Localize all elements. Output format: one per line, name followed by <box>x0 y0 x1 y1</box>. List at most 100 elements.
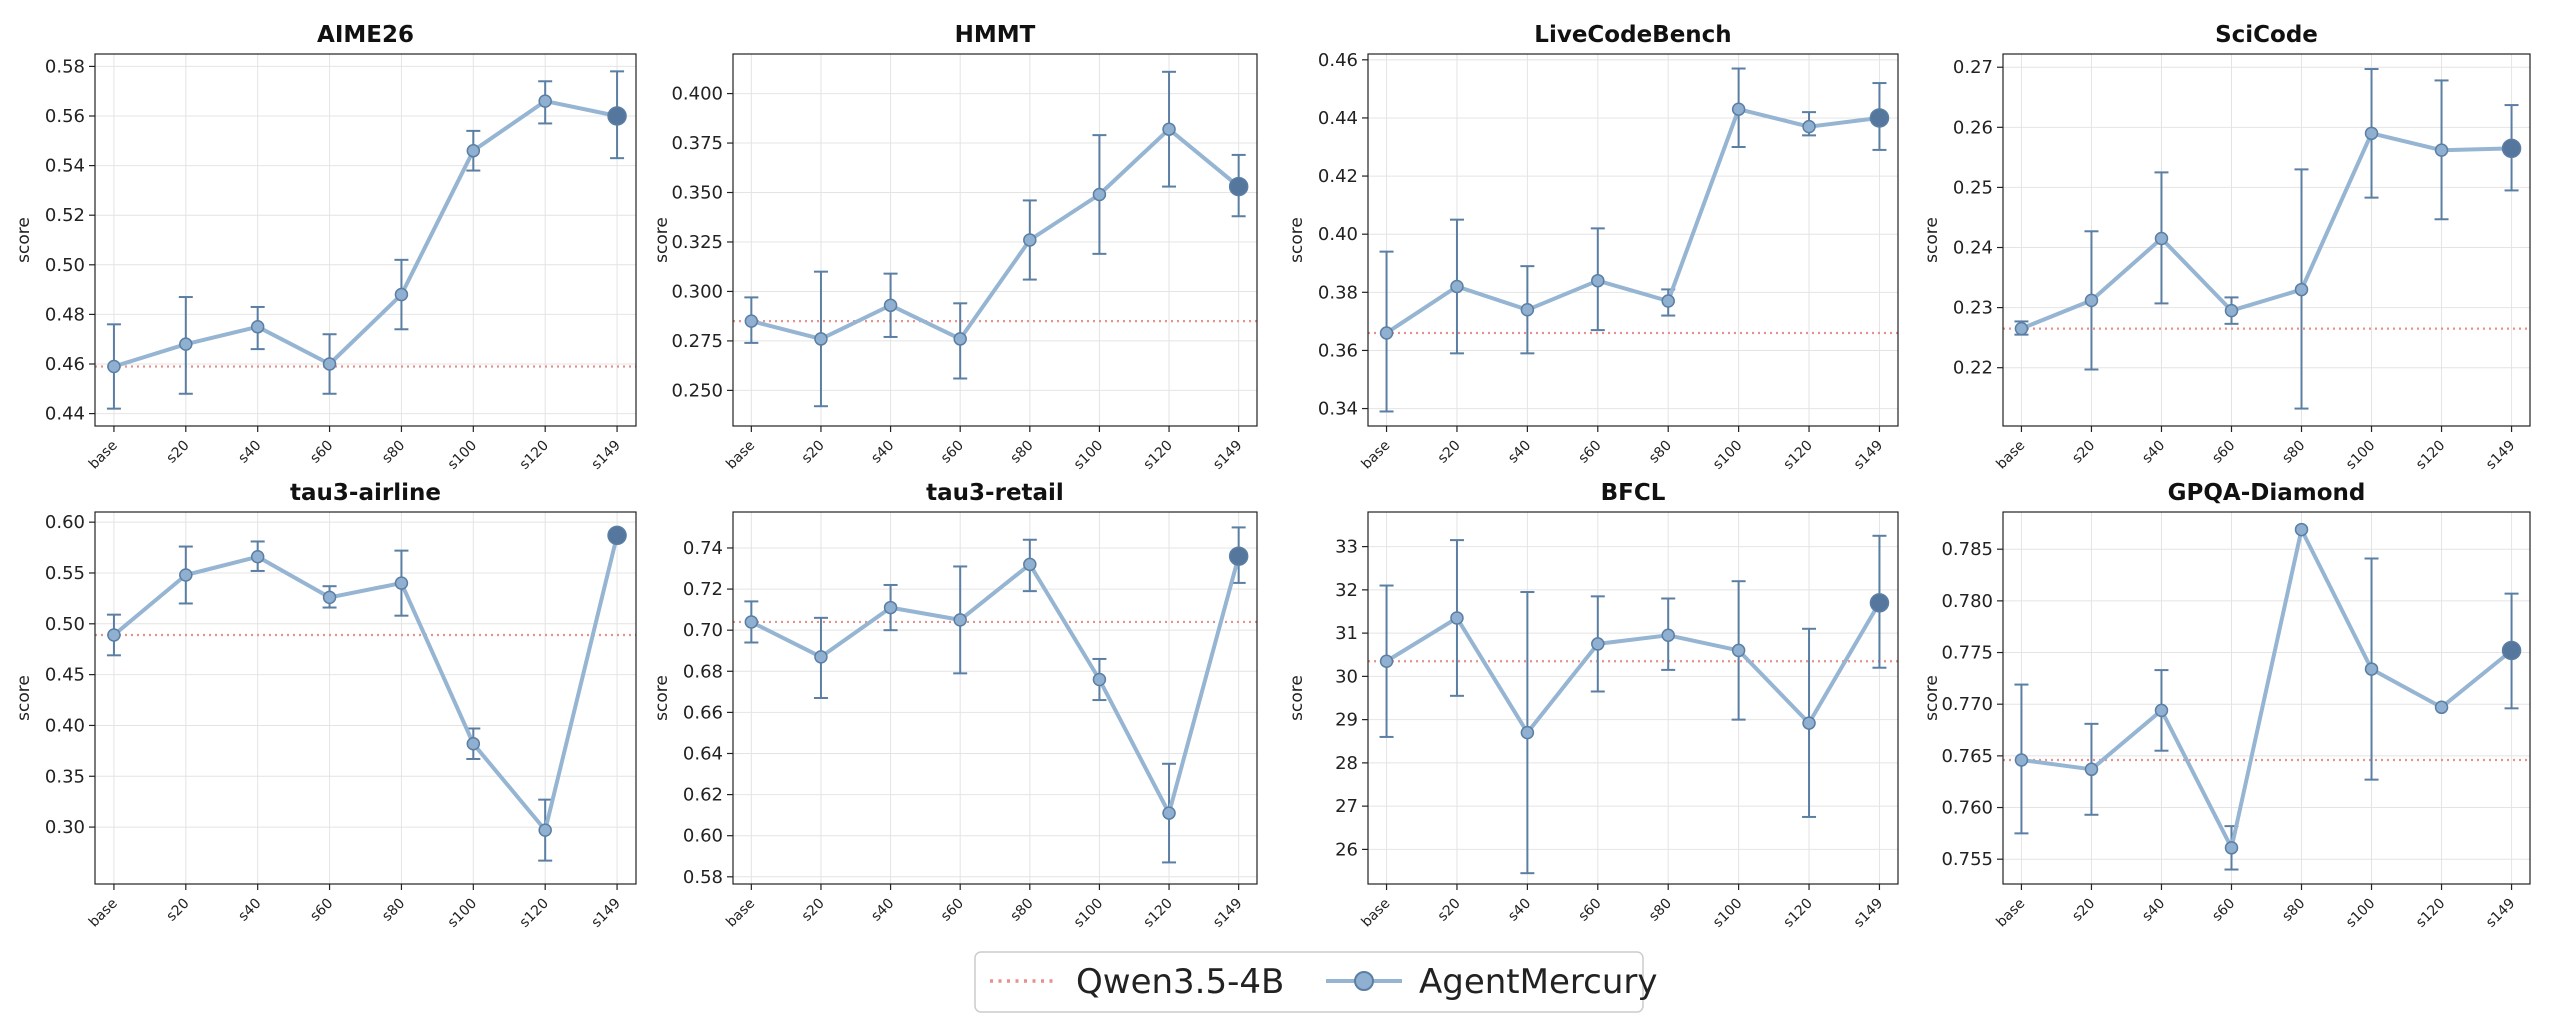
chart-panel: 0.44 0.46 0.48 0.50 0.52 0.54 0.56 0.58 base s20 s… <box>14 22 637 473</box>
x-tick-label: s100 <box>2343 438 2378 473</box>
x-tick-label: s40 <box>868 896 897 925</box>
x-tick-label: s20 <box>799 896 828 925</box>
data-point <box>1379 326 1394 340</box>
x-tick-label: s40 <box>235 896 264 925</box>
y-tick-label: 0.44 <box>45 404 85 425</box>
x-tick-label: base <box>723 896 758 931</box>
x-tick-label: s149 <box>589 896 624 931</box>
data-point <box>466 143 481 158</box>
final-data-point <box>2501 640 2522 661</box>
y-tick-label: 0.45 <box>45 665 85 686</box>
y-tick-label: 0.55 <box>45 563 85 584</box>
y-tick-label: 0.765 <box>1941 746 1993 767</box>
x-tick-label: base <box>1993 438 2028 473</box>
x-tick-label: s120 <box>1141 896 1176 931</box>
data-point <box>1731 102 1746 116</box>
data-point <box>814 332 828 346</box>
x-tick-label: s100 <box>2343 896 2378 931</box>
y-tick-label: 0.770 <box>1941 694 1993 715</box>
x-tick-label: s80 <box>379 438 408 467</box>
data-point <box>2154 703 2169 718</box>
data-point <box>1162 806 1176 820</box>
x-tick-label: s120 <box>1141 438 1176 473</box>
y-tick-label: 0.56 <box>45 106 85 127</box>
x-tick-label: s149 <box>1210 896 1245 931</box>
y-tick-label: 0.300 <box>671 281 723 302</box>
y-tick-label: 0.58 <box>683 867 723 888</box>
data-point <box>394 576 409 590</box>
data-point <box>394 287 409 302</box>
y-tick-label: 0.760 <box>1941 798 1993 819</box>
x-tick-label: base <box>723 438 758 473</box>
x-tick-label: s60 <box>307 896 336 925</box>
series-line <box>1385 107 1880 335</box>
x-tick-label: s100 <box>1071 438 1106 473</box>
data-point <box>2014 753 2029 767</box>
y-axis-label: score <box>1287 675 1307 721</box>
data-point <box>538 94 552 108</box>
data-point <box>2224 841 2239 855</box>
data-point <box>250 320 265 334</box>
x-tick-label: s120 <box>1780 896 1815 931</box>
final-data-point <box>1228 176 1249 197</box>
data-point <box>2434 700 2449 715</box>
data-point <box>1023 233 1037 247</box>
y-tick-label: 0.375 <box>671 133 723 154</box>
x-tick-label: s20 <box>2069 438 2098 467</box>
x-tick-label: s80 <box>1646 438 1675 467</box>
data-point <box>1661 628 1675 643</box>
chart-panel: 0.58 0.60 0.62 0.64 0.66 0.68 0.70 0.72 0.74 base… <box>652 480 1258 931</box>
chart-title: LiveCodeBench <box>1534 22 1731 48</box>
final-data-point <box>607 106 627 126</box>
y-axis-label: score <box>652 675 672 721</box>
plot-frame <box>94 53 637 427</box>
x-tick-label: s60 <box>938 896 967 925</box>
chart-title: BFCL <box>1601 480 1666 506</box>
x-tick-label: s100 <box>1071 896 1106 931</box>
x-tick-label: s100 <box>445 438 480 473</box>
y-tick-label: 0.60 <box>45 512 85 533</box>
y-tick-label: 0.36 <box>1318 340 1358 361</box>
y-tick-label: 0.52 <box>45 205 85 226</box>
series-line <box>113 99 618 369</box>
chart-panel: 0.250 0.275 0.300 0.325 0.350 0.375 0.400 base s… <box>652 22 1258 473</box>
x-tick-label: s40 <box>235 438 264 467</box>
series-line <box>112 534 620 833</box>
y-tick-label: 30 <box>1335 666 1358 687</box>
data-point <box>107 628 121 642</box>
data-point <box>1450 611 1464 625</box>
y-tick-label: 0.50 <box>45 255 85 276</box>
y-tick-label: 0.24 <box>1953 238 1993 259</box>
x-tick-label: s20 <box>1435 438 1464 467</box>
y-tick-label: 31 <box>1335 623 1358 644</box>
data-point <box>250 549 265 564</box>
y-tick-label: 0.23 <box>1953 298 1993 319</box>
y-tick-label: 0.70 <box>683 620 723 641</box>
y-tick-label: 0.785 <box>1941 539 1993 560</box>
data-point <box>322 590 337 605</box>
chart-title: HMMT <box>955 22 1036 48</box>
x-tick-label: s149 <box>2483 438 2518 473</box>
x-tick-label: s149 <box>1851 896 1886 931</box>
data-point <box>2364 126 2379 141</box>
chart-title: SciCode <box>2215 22 2318 48</box>
x-tick-label: s20 <box>1435 896 1464 925</box>
plot-frame <box>2002 511 2531 885</box>
series-line <box>750 127 1240 341</box>
x-tick-label: s20 <box>799 438 828 467</box>
data-point <box>744 314 759 328</box>
legend-baseline-label: Qwen3.5-4B <box>1076 962 1284 1002</box>
chart-title: AIME26 <box>317 22 414 48</box>
x-tick-label: s149 <box>2483 896 2518 931</box>
data-point <box>953 332 967 346</box>
data-point <box>1023 557 1037 572</box>
y-tick-label: 0.30 <box>45 817 85 838</box>
x-tick-label: s120 <box>517 896 552 931</box>
data-point <box>179 568 193 582</box>
x-tick-label: s80 <box>2279 896 2308 925</box>
y-tick-label: 0.400 <box>671 84 723 105</box>
data-point <box>2294 522 2309 537</box>
y-axis-label: score <box>14 675 34 721</box>
